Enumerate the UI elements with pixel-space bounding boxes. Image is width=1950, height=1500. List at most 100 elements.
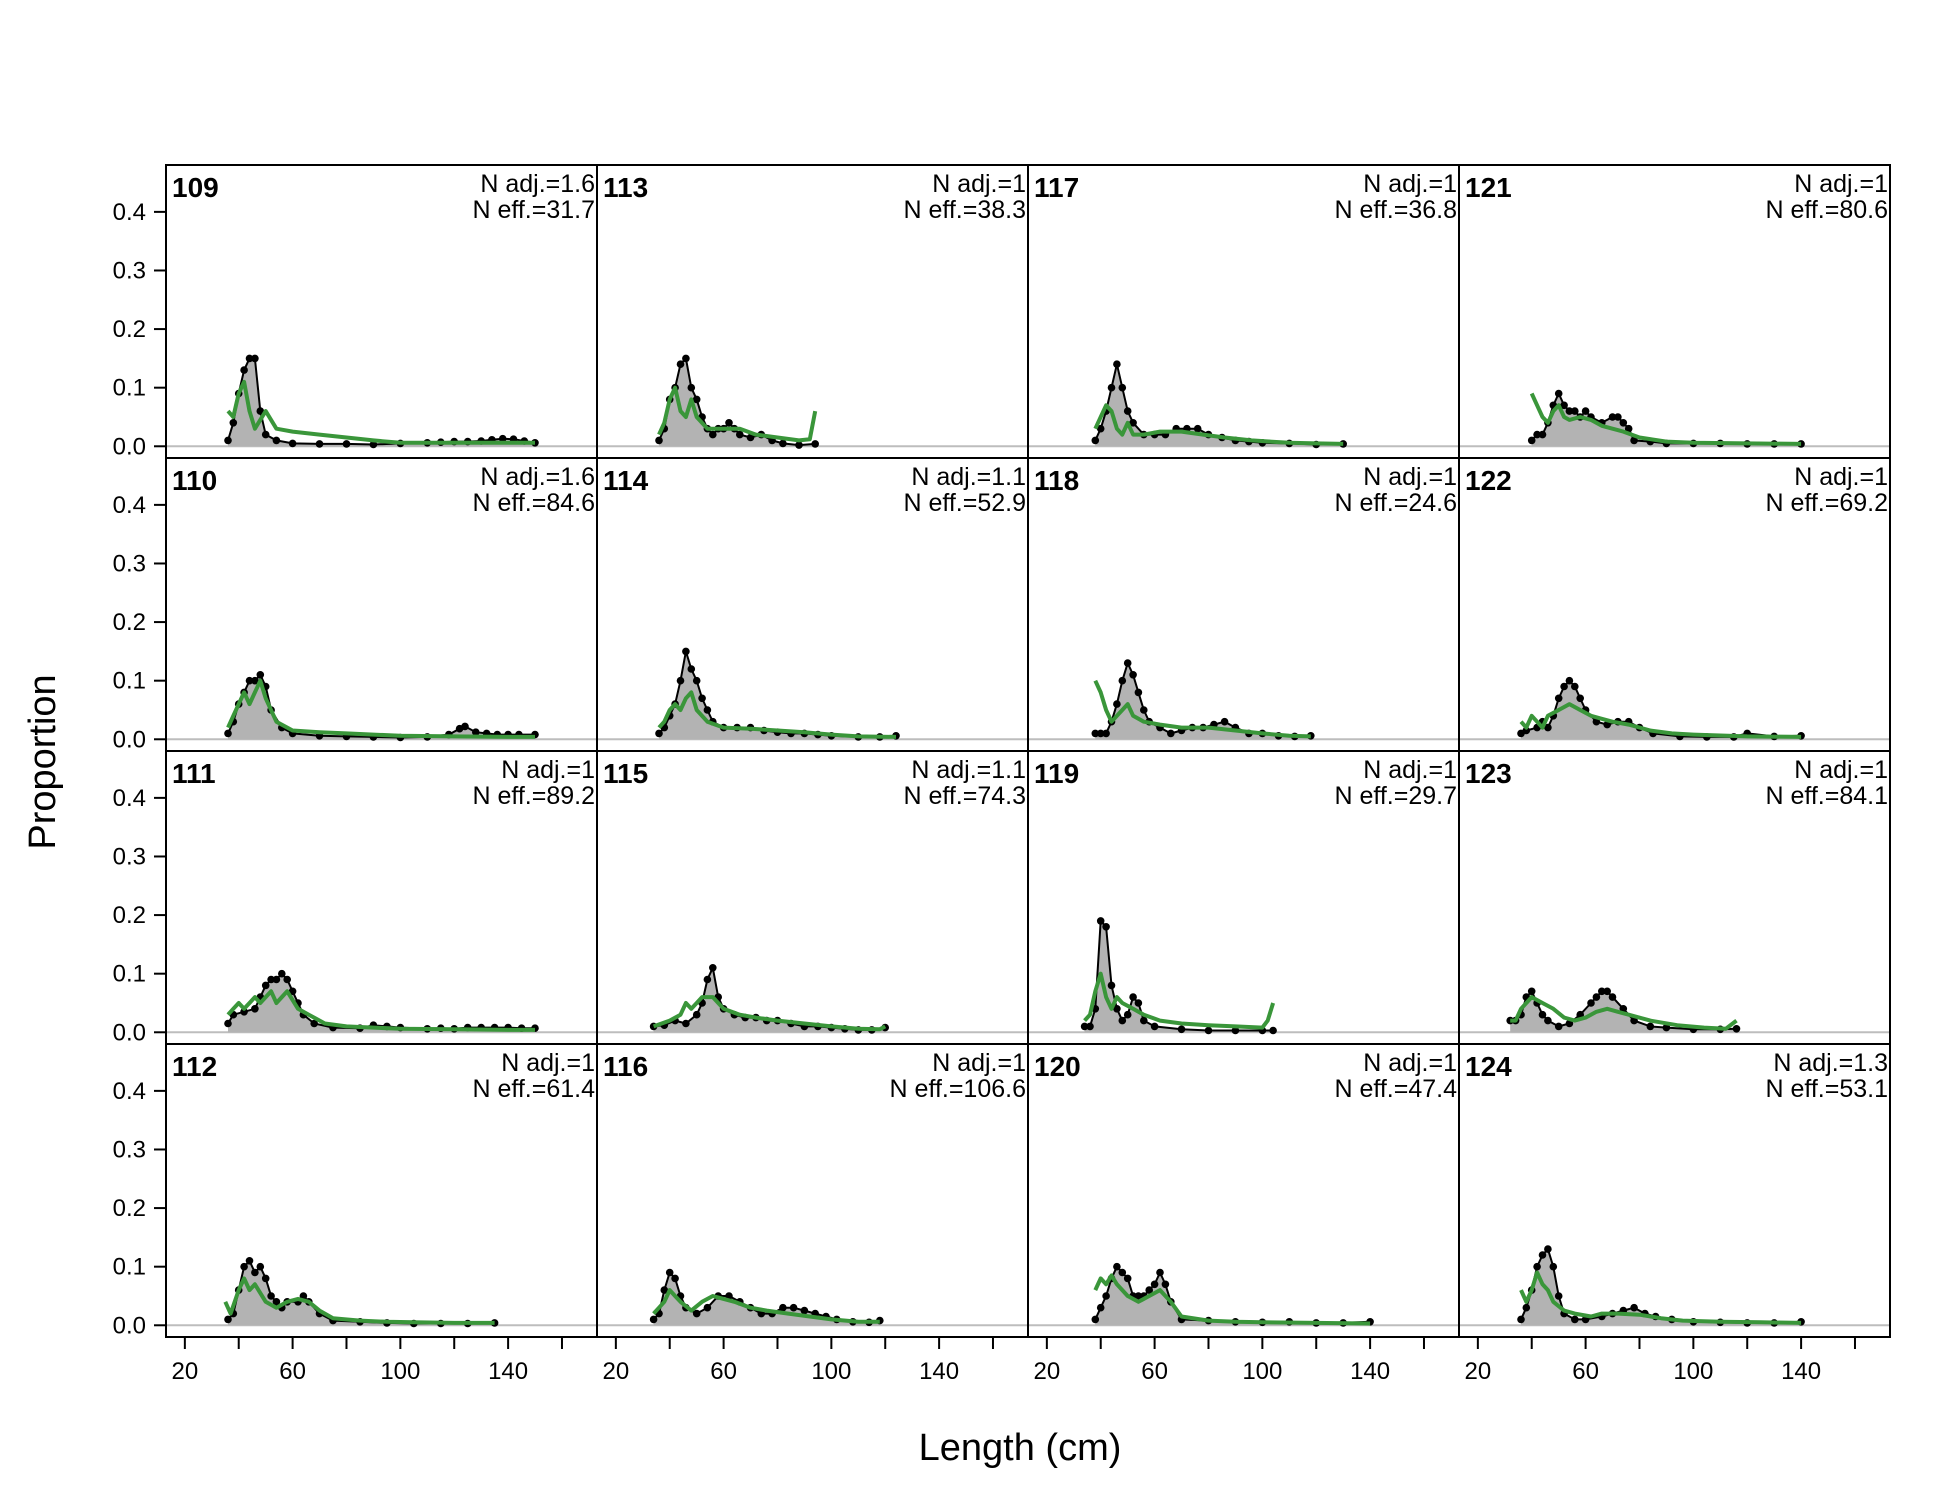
observed-point (1565, 676, 1574, 685)
observed-point (256, 671, 265, 679)
observed-point (267, 975, 275, 984)
observed-point (671, 1274, 679, 1283)
observed-point (1123, 659, 1132, 667)
x-tick-label: 60 (1572, 1358, 1599, 1385)
observed-point (1118, 1268, 1127, 1277)
observed-point (1177, 1025, 1186, 1034)
panel-id-label: 117 (1034, 172, 1079, 203)
observed-point (703, 975, 712, 984)
n-adj-label: N adj.=1.1 (911, 463, 1026, 491)
expected-line (226, 989, 535, 1032)
observed-point (746, 433, 755, 442)
observed-point (800, 1306, 809, 1315)
observed-point (1522, 1303, 1531, 1312)
panel-113: 113 N adj.=1N eff.=38.3 (596, 164, 1029, 459)
observed-point (1140, 706, 1148, 714)
observed-point (472, 728, 480, 736)
observed-point (1608, 413, 1617, 421)
y-tick-label: 0.0 (113, 1312, 146, 1339)
y-axis-title: Proportion (22, 674, 64, 849)
observed-point (692, 1309, 701, 1318)
observed-point (240, 1262, 248, 1271)
panel-122: 122 N adj.=1N eff.=69.2 (1458, 457, 1891, 752)
observed-point (461, 722, 469, 731)
observed-point (272, 436, 281, 445)
observed-point (1134, 1292, 1143, 1300)
n-eff-label: N eff.=47.4 (1334, 1075, 1457, 1103)
observed-point (1118, 1016, 1127, 1025)
observed-area (228, 674, 535, 740)
observed-point (660, 1286, 669, 1294)
observed-point (1102, 729, 1110, 738)
observed-point (703, 1303, 712, 1312)
observed-point (1544, 723, 1552, 732)
expected-line (1093, 403, 1344, 446)
observed-point (261, 981, 270, 990)
observed-point (1554, 694, 1563, 703)
panel-id-label: 122 (1465, 465, 1512, 496)
expected-line (657, 385, 818, 443)
observed-area (653, 1272, 880, 1326)
panel-124: 124 N adj.=1.3N eff.=53.1 (1458, 1043, 1891, 1338)
panel-id-label: 115 (603, 758, 648, 789)
panel-id-label: 111 (172, 758, 216, 789)
observed-point (1630, 436, 1638, 445)
observed-point (1538, 430, 1547, 439)
observed-point (261, 430, 270, 439)
panel-id-label: 124 (1465, 1051, 1512, 1082)
observed-point (1517, 1315, 1525, 1324)
observed-point (224, 436, 232, 445)
observed-point (272, 1298, 281, 1306)
panel-id-label: 114 (603, 465, 649, 496)
n-eff-label: N eff.=74.3 (903, 782, 1026, 810)
y-tick-label: 0.0 (113, 1019, 146, 1046)
observed-area (1095, 364, 1344, 447)
observed-point (1544, 1245, 1552, 1253)
y-tick-label: 0.4 (113, 492, 146, 519)
panel-id-label: 119 (1034, 758, 1079, 789)
observed-point (251, 1268, 259, 1277)
expected-line (226, 379, 535, 445)
observed-point (1123, 1010, 1132, 1019)
observed-point (811, 440, 819, 448)
n-adj-label: N adj.=1 (1363, 1049, 1457, 1077)
observed-point (1129, 671, 1137, 679)
n-eff-label: N eff.=84.6 (472, 489, 595, 517)
observed-point (779, 1303, 787, 1312)
observed-point (1107, 981, 1116, 990)
y-tick-label: 0.3 (113, 550, 146, 577)
observed-point (1118, 676, 1127, 685)
y-tick-label: 0.1 (113, 668, 146, 695)
n-adj-label: N adj.=1 (1794, 756, 1888, 784)
expected-line (1529, 392, 1802, 446)
expected-line (1083, 971, 1276, 1030)
y-tick-label: 0.4 (113, 199, 146, 226)
observed-point (1107, 383, 1116, 392)
observed-area (1531, 393, 1802, 447)
observed-point (692, 395, 701, 404)
y-tick-label: 0.2 (113, 902, 146, 929)
observed-point (1231, 1026, 1240, 1035)
n-eff-label: N eff.=38.3 (903, 196, 1026, 224)
n-eff-label: N eff.=106.6 (890, 1075, 1026, 1103)
observed-point (1220, 717, 1229, 726)
n-eff-label: N eff.=29.7 (1334, 782, 1457, 810)
observed-point (272, 975, 281, 984)
x-tick-label: 140 (919, 1358, 959, 1385)
observed-point (1554, 1022, 1563, 1031)
observed-point (1538, 1010, 1547, 1019)
n-adj-label: N adj.=1.6 (480, 170, 595, 198)
expected-line (1519, 702, 1802, 739)
observed-area (1095, 663, 1311, 740)
observed-area (228, 358, 535, 447)
n-eff-label: N eff.=89.2 (472, 782, 595, 810)
x-tick-label: 140 (1781, 1358, 1821, 1385)
observed-point (224, 729, 232, 738)
x-tick-label: 60 (710, 1358, 737, 1385)
y-tick-label: 0.0 (113, 726, 146, 753)
observed-point (498, 434, 507, 443)
observed-point (1129, 993, 1137, 1001)
panel-id-label: 121 (1465, 172, 1512, 203)
observed-point (288, 439, 297, 448)
